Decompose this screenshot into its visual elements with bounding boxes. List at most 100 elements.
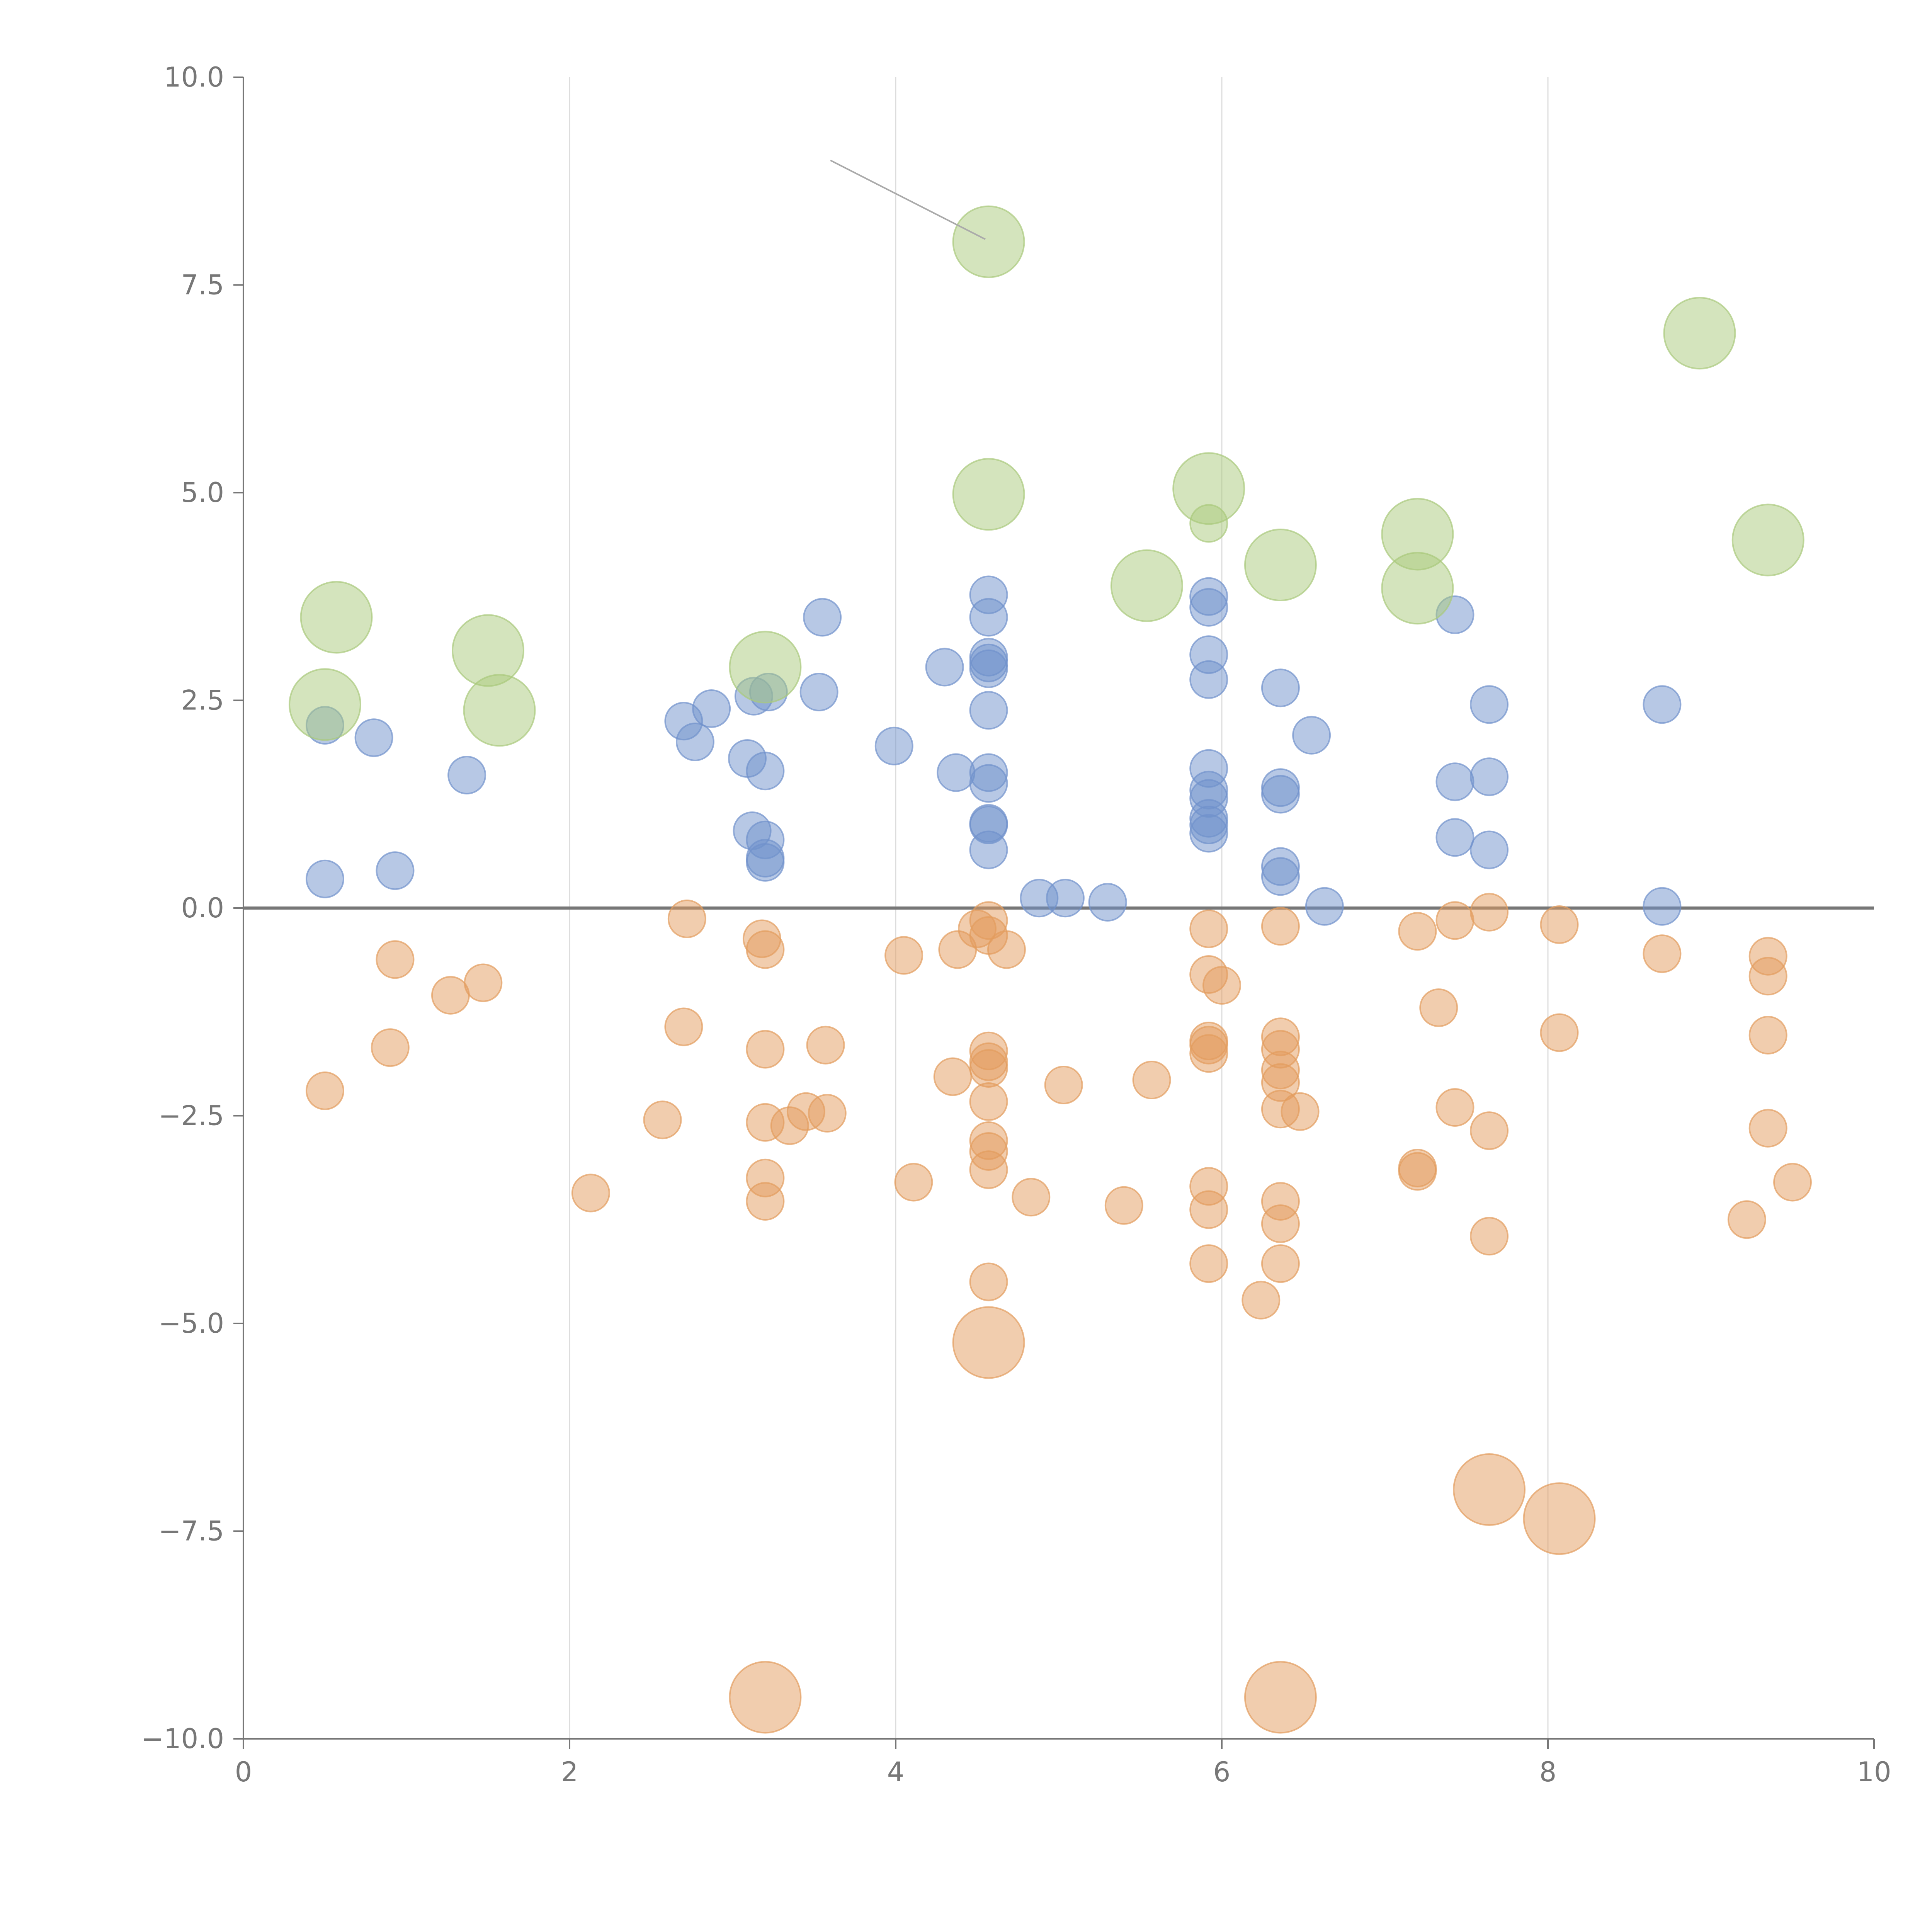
data-point-positive	[1470, 757, 1509, 796]
y-tick-label: 5.0	[181, 477, 224, 509]
data-point-negative	[1398, 912, 1437, 951]
x-tick-label: 2	[561, 1756, 578, 1788]
data-point-negative	[1261, 1204, 1300, 1243]
data-point-positive	[969, 691, 1008, 730]
data-point-highlight	[300, 581, 373, 654]
data-point-highlight	[1244, 529, 1317, 602]
data-point-highlight	[289, 668, 361, 741]
data-point-negative	[746, 1030, 785, 1069]
y-tick-label: 7.5	[181, 269, 224, 301]
data-point-positive	[1643, 685, 1682, 724]
data-point-positive	[675, 723, 714, 761]
data-point-positive	[447, 756, 486, 794]
data-point-negative	[987, 930, 1026, 969]
data-point-positive	[1189, 660, 1228, 699]
data-point-positive	[746, 843, 785, 882]
data-point-negative	[1261, 1244, 1300, 1283]
data-point-positive	[1261, 857, 1300, 896]
data-point-negative	[1643, 934, 1682, 973]
data-point-negative	[306, 1071, 344, 1110]
y-tick-layer: 10.0 7.5 5.0 2.5 0.0 −2.5 −5.0 −7.5 −10.0	[141, 61, 243, 1755]
data-point-positive	[874, 726, 913, 765]
data-point-negative	[376, 940, 415, 979]
data-point-negative	[1398, 1152, 1437, 1191]
data-point-positive	[803, 598, 842, 637]
data-point-negative	[884, 936, 923, 975]
annotation-layer	[830, 160, 986, 240]
data-point-positive	[376, 851, 415, 890]
data-point-highlight	[1663, 297, 1736, 370]
data-point-positive	[1305, 887, 1344, 926]
data-point-negative	[464, 963, 503, 1002]
data-point-negative	[969, 1082, 1008, 1121]
data-point-positive	[1470, 685, 1509, 724]
data-point-negative	[664, 1007, 703, 1046]
data-point-negative	[1540, 1013, 1579, 1052]
data-point-negative	[1435, 1088, 1475, 1127]
y-tick-label: −5.0	[158, 1308, 224, 1339]
data-point-highlight	[729, 631, 802, 704]
data-point-positive	[969, 598, 1008, 637]
data-point-negative	[933, 1057, 972, 1096]
data-point-negative	[1470, 893, 1509, 932]
data-point-positive	[1261, 775, 1300, 814]
data-point-positive	[746, 752, 785, 791]
data-point-positive	[1046, 879, 1085, 918]
data-point-negative	[571, 1173, 610, 1213]
data-point-negative	[1748, 1015, 1787, 1054]
data-point-positive	[354, 718, 393, 757]
data-point-negative	[1748, 957, 1787, 996]
annotation-leader-line	[830, 160, 986, 240]
data-point-negative	[969, 1262, 1008, 1301]
y-tick-label: 0.0	[181, 892, 224, 924]
data-point-negative	[1748, 1109, 1787, 1148]
data-point-negative	[1470, 1111, 1509, 1150]
data-point-negative	[1261, 907, 1300, 946]
data-point-negative	[1189, 1244, 1228, 1283]
data-point-positive	[937, 753, 976, 792]
data-point-positive	[306, 859, 344, 898]
x-tick-label: 10	[1857, 1756, 1891, 1788]
data-point-highlight	[1110, 549, 1183, 622]
x-tick-label: 6	[1213, 1756, 1231, 1788]
data-point-positive	[1643, 887, 1682, 926]
data-point-positive	[799, 673, 838, 711]
data-point-negative	[1104, 1186, 1143, 1225]
data-point-negative	[969, 1150, 1008, 1189]
y-tick-label: 10.0	[164, 61, 224, 93]
data-point-highlight	[952, 458, 1025, 531]
data-point-highlight	[1731, 503, 1804, 577]
data-point-positive	[1189, 814, 1228, 853]
data-point-positive	[1292, 716, 1331, 755]
data-point-negative	[1189, 1190, 1228, 1229]
y-tick-label: 2.5	[181, 685, 224, 716]
data-point-positive	[1435, 762, 1475, 801]
data-point-positive	[1088, 883, 1127, 922]
data-point-negative-large	[952, 1306, 1025, 1379]
data-point-highlight	[452, 614, 524, 687]
data-point-negative	[1242, 1281, 1281, 1320]
data-point-highlight	[463, 674, 536, 747]
x-tick-layer: 0 2 4 6 8 10	[235, 1739, 1891, 1788]
data-point-positive	[925, 648, 964, 687]
data-point-highlight	[952, 205, 1025, 278]
data-point-negative	[1202, 966, 1241, 1005]
data-point-negative	[969, 1049, 1008, 1088]
data-point-negative	[1189, 909, 1228, 948]
data-point-negative	[1470, 1217, 1509, 1256]
data-point-negative	[643, 1100, 682, 1139]
data-point-negative	[1281, 1092, 1320, 1131]
x-tick-label: 8	[1539, 1756, 1557, 1788]
points-layer	[289, 205, 1812, 1734]
data-point-negative	[371, 1028, 410, 1067]
data-point-negative	[667, 899, 706, 938]
data-point-negative	[1132, 1061, 1171, 1100]
data-point-positive	[969, 830, 1008, 869]
data-point-negative	[1727, 1200, 1766, 1239]
data-point-negative	[1773, 1163, 1812, 1202]
data-point-negative	[808, 1094, 847, 1133]
y-tick-label: −10.0	[141, 1723, 224, 1755]
data-point-negative	[1419, 988, 1458, 1027]
data-point-negative-large	[1244, 1661, 1317, 1734]
